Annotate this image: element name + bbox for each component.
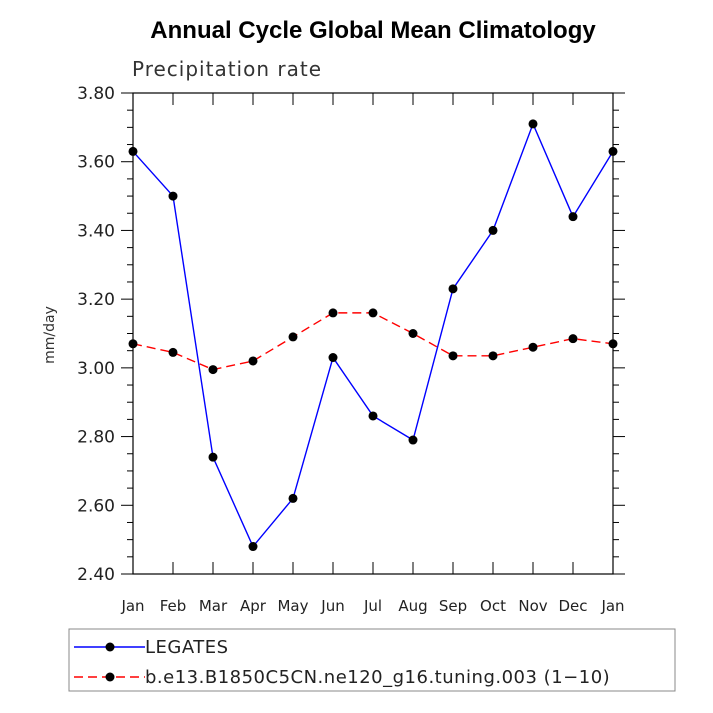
y-axis-label: mm/day (42, 306, 58, 364)
x-tick-label: Aug (398, 597, 427, 615)
legend-box (68, 628, 676, 692)
series-0-point (408, 435, 418, 445)
series-1-point (608, 339, 618, 349)
x-tick-label: Nov (518, 597, 547, 615)
series-line-0 (132, 122, 614, 548)
series-0-point (128, 146, 138, 156)
x-tick-label: Mar (199, 597, 228, 615)
series-1-point (128, 339, 138, 349)
chart-subtitle: Precipitation rate (132, 57, 322, 81)
series-1-point (288, 332, 298, 342)
y-tick-label: 3.60 (77, 153, 115, 173)
y-tick-label: 3.80 (77, 84, 115, 104)
series-0-point (328, 353, 338, 363)
x-tick-label: Sep (439, 597, 467, 615)
x-tick-label: May (277, 597, 308, 615)
legend-marker-0 (105, 642, 115, 652)
x-tick-label: Apr (240, 597, 267, 615)
series-1-point (568, 334, 578, 344)
series-0-point (488, 225, 498, 235)
y-tick-label: 2.80 (77, 428, 115, 448)
series-0-point (448, 284, 458, 294)
series-0-point (288, 493, 298, 503)
x-tick-label: Oct (480, 597, 506, 615)
x-tick-label: Jun (320, 597, 344, 615)
legend: LEGATES b.e13.B1850C5CN.ne120_g16.tuning.… (68, 628, 676, 692)
series-0-point (168, 191, 178, 201)
series-0-point (368, 411, 378, 421)
legend-label-1: b.e13.B1850C5CN.ne120_g16.tuning.003 (1−… (145, 667, 610, 688)
series-1-point (448, 351, 458, 361)
x-tick-label: Jan (120, 597, 144, 615)
series-1-point (168, 347, 178, 357)
series-1-point (368, 308, 378, 318)
series-1-point (248, 356, 258, 366)
y-tick-label: 3.00 (77, 359, 115, 379)
series-1-point (408, 329, 418, 338)
chart-title: Annual Cycle Global Mean Climatology (150, 17, 596, 44)
x-tick-label: Jul (363, 597, 382, 615)
series-0-point (608, 146, 618, 156)
series-layer (128, 119, 618, 552)
x-tick-label: Feb (160, 597, 187, 615)
series-1-point (208, 365, 218, 375)
legend-label-0: LEGATES (145, 637, 229, 658)
series-line-1 (132, 312, 614, 371)
y-tick-label: 2.40 (77, 565, 115, 585)
plot-frame (132, 92, 614, 575)
y-tick-label: 3.40 (77, 221, 115, 241)
legend-marker-1 (105, 672, 115, 682)
y-tick-label: 2.60 (77, 496, 115, 516)
series-1-point (528, 342, 538, 352)
series-1-point (328, 308, 338, 318)
series-0-point (528, 119, 538, 129)
x-tick-label: Dec (558, 597, 587, 615)
series-0-point (248, 542, 258, 552)
y-tick-label: 3.20 (77, 290, 115, 310)
series-0-point (208, 452, 218, 462)
x-tick-label: Jan (600, 597, 624, 615)
series-1-point (488, 351, 498, 361)
series-0-point (568, 212, 578, 222)
axis-ticks: 2.40 2.60 2.80 3.00 3.20 3.40 3.60 3.80 Jan Feb Ma… (77, 84, 625, 615)
